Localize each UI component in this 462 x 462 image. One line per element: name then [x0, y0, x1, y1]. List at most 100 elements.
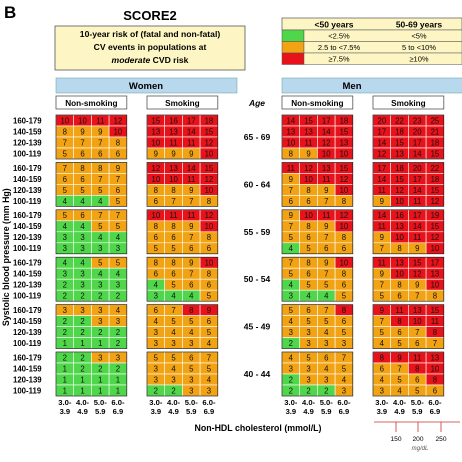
- sbp-row-label: 100-119: [13, 149, 42, 158]
- risk-value: 10: [61, 116, 70, 125]
- age-group-label: 50 - 54: [244, 274, 271, 284]
- legend-label-50-69: 5 to <10%: [402, 43, 436, 52]
- risk-value: 6: [189, 281, 193, 290]
- risk-value: 8: [380, 353, 384, 362]
- risk-value: 7: [380, 317, 384, 326]
- risk-value: 10: [340, 259, 349, 268]
- risk-value: 1: [63, 339, 67, 348]
- risk-value: 4: [116, 233, 121, 242]
- sbp-row-label: 120-139: [13, 375, 42, 384]
- risk-value: 5: [171, 317, 176, 326]
- risk-value: 8: [433, 292, 437, 301]
- sbp-row-label: 140-159: [13, 222, 42, 231]
- risk-value: 7: [397, 364, 401, 373]
- risk-value: 3: [289, 328, 293, 337]
- risk-value: 8: [289, 149, 293, 158]
- risk-value: 8: [306, 222, 310, 231]
- risk-value: 2: [63, 353, 67, 362]
- risk-value: 2: [98, 292, 102, 301]
- risk-value: 15: [431, 149, 440, 158]
- risk-value: 8: [397, 317, 401, 326]
- risk-value: 9: [324, 259, 328, 268]
- risk-value: 5: [63, 211, 68, 220]
- risk-value: 9: [189, 222, 193, 231]
- risk-value: 6: [154, 306, 158, 315]
- risk-value: 7: [324, 270, 328, 279]
- risk-value: 6: [154, 270, 158, 279]
- risk-value: 18: [340, 116, 349, 125]
- risk-value: 15: [431, 306, 440, 315]
- age-block-outline: [55, 256, 128, 302]
- risk-value: 4: [63, 222, 68, 231]
- risk-value: 15: [152, 116, 161, 125]
- risk-value: 3: [98, 281, 102, 290]
- risk-value: 3: [116, 317, 120, 326]
- risk-value: 8: [154, 186, 158, 195]
- risk-value: 8: [171, 259, 175, 268]
- risk-value: 6: [342, 317, 346, 326]
- risk-value: 8: [154, 259, 158, 268]
- risk-value: 20: [413, 164, 422, 173]
- risk-value: 15: [304, 116, 313, 125]
- risk-value: 11: [287, 164, 295, 173]
- risk-value: 7: [98, 211, 102, 220]
- risk-value: 6: [415, 375, 419, 384]
- risk-value: 2: [80, 317, 84, 326]
- risk-value: 12: [340, 175, 349, 184]
- sbp-row-label: 100-119: [13, 339, 42, 348]
- risk-value: 9: [306, 149, 310, 158]
- risk-value: 12: [205, 138, 214, 147]
- age-block-outline: [146, 114, 219, 160]
- risk-value: 7: [189, 270, 193, 279]
- risk-value: 2: [154, 386, 158, 395]
- risk-value: 13: [431, 353, 440, 362]
- age-block-outline: [281, 304, 354, 349]
- risk-value: 9: [189, 149, 193, 158]
- risk-value: 7: [289, 222, 293, 231]
- risk-value: 3: [154, 375, 158, 384]
- risk-value: 9: [380, 197, 384, 206]
- risk-value: 22: [431, 164, 440, 173]
- risk-value: 6: [397, 328, 401, 337]
- age-block-outline: [372, 256, 445, 302]
- age-block-outline: [372, 162, 445, 207]
- sbp-row-label: 140-159: [13, 317, 42, 326]
- risk-value: 3: [80, 281, 84, 290]
- risk-value: 2: [98, 328, 102, 337]
- risk-value: 1: [116, 375, 120, 384]
- risk-value: 3: [98, 353, 102, 362]
- risk-value: 2: [98, 364, 102, 373]
- risk-value: 5: [415, 386, 420, 395]
- cholesterol-col-label-bottom: 4.9: [303, 407, 314, 416]
- risk-value: 4: [63, 197, 68, 206]
- risk-value: 7: [324, 197, 328, 206]
- risk-value: 11: [378, 222, 386, 231]
- risk-value: 8: [306, 186, 310, 195]
- legend-row-bg: [303, 52, 462, 65]
- age-block-outline: [372, 351, 445, 397]
- risk-value: 6: [116, 149, 120, 158]
- subtitle-line-1: 10-year risk of (fatal and non-fatal): [80, 29, 221, 39]
- risk-value: 9: [289, 175, 293, 184]
- risk-value: 16: [169, 116, 178, 125]
- risk-value: 2: [289, 339, 293, 348]
- risk-value: 7: [98, 175, 102, 184]
- legend-label-under50: 2.5 to <7.5%: [318, 43, 361, 52]
- subtitle-line-3: moderate CVD risk: [112, 55, 189, 65]
- age-block-outline: [281, 351, 354, 397]
- risk-value: 14: [322, 127, 331, 136]
- risk-value: 10: [322, 149, 331, 158]
- risk-value: 7: [171, 306, 175, 315]
- risk-value: 9: [116, 164, 120, 173]
- risk-value: 1: [98, 339, 102, 348]
- risk-value: 6: [397, 292, 401, 301]
- sbp-row-label: 140-159: [13, 270, 42, 279]
- risk-value: 1: [63, 375, 67, 384]
- age-block-outline: [372, 209, 445, 255]
- cholesterol-col-label-bottom: 3.9: [151, 407, 162, 416]
- cholesterol-col-label-bottom: 5.9: [321, 407, 332, 416]
- subtitle-tail: CVD risk: [153, 55, 189, 65]
- risk-value: 3: [154, 328, 158, 337]
- risk-value: 9: [415, 244, 419, 253]
- risk-value: 20: [413, 127, 422, 136]
